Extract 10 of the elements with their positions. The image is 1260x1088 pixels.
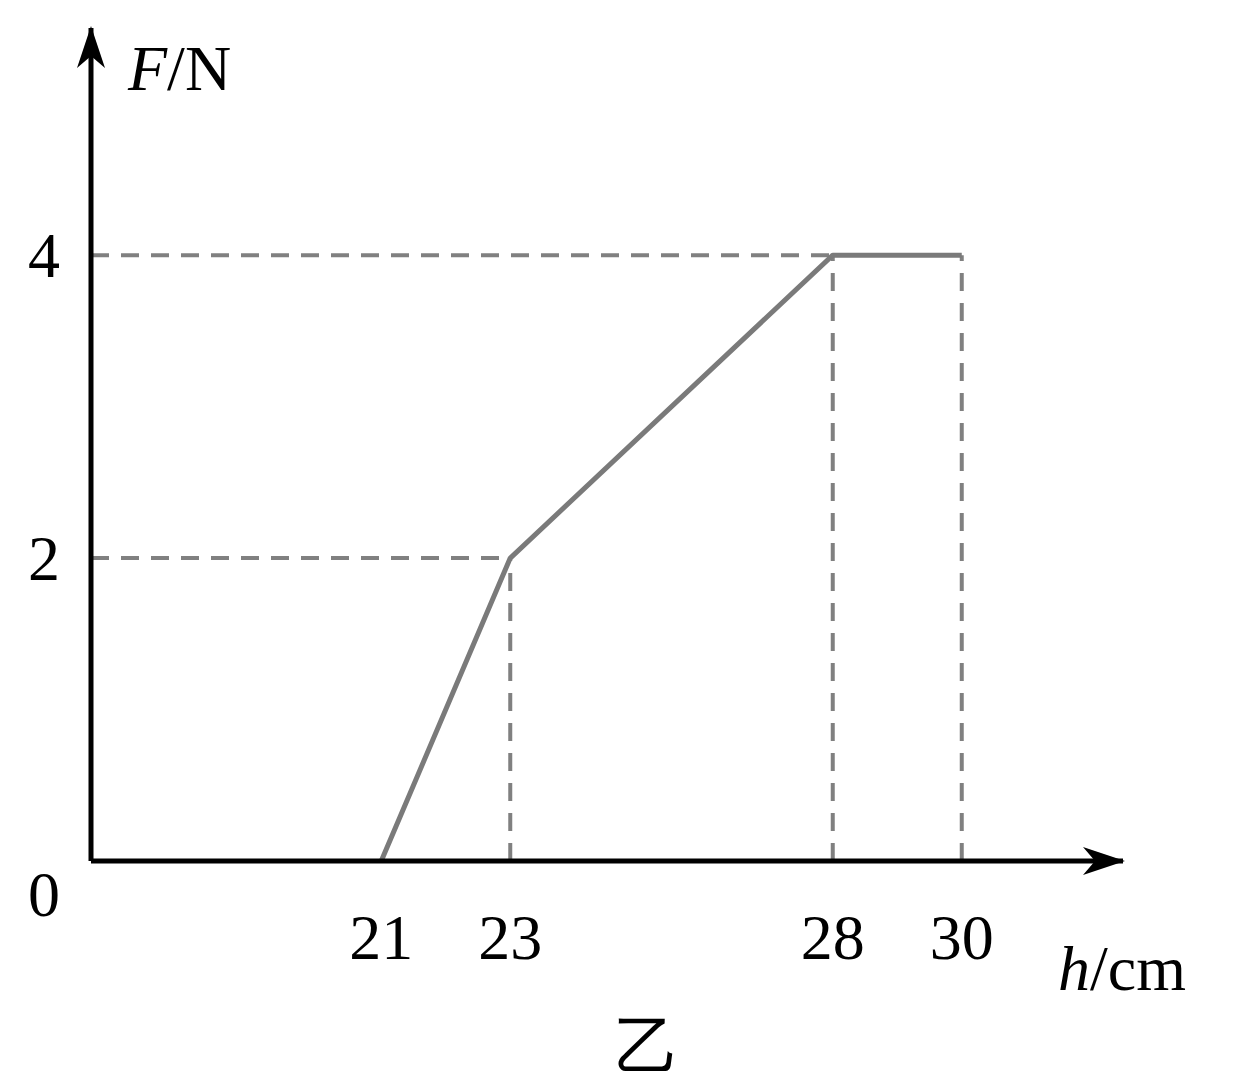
x-tick-label: 21	[349, 902, 414, 973]
x-tick-label: 23	[478, 902, 543, 973]
y-axis-title: F/N	[127, 33, 232, 104]
x-axis-title: h/cm	[1058, 933, 1186, 1004]
y-tick-label: 0	[28, 859, 60, 930]
text: 乙	[615, 1011, 679, 1082]
x-tick-label: 28	[800, 902, 865, 973]
y-tick-label: 4	[28, 220, 60, 292]
x-tick-label: 30	[929, 902, 994, 973]
y-tick-label: 2	[28, 523, 60, 595]
